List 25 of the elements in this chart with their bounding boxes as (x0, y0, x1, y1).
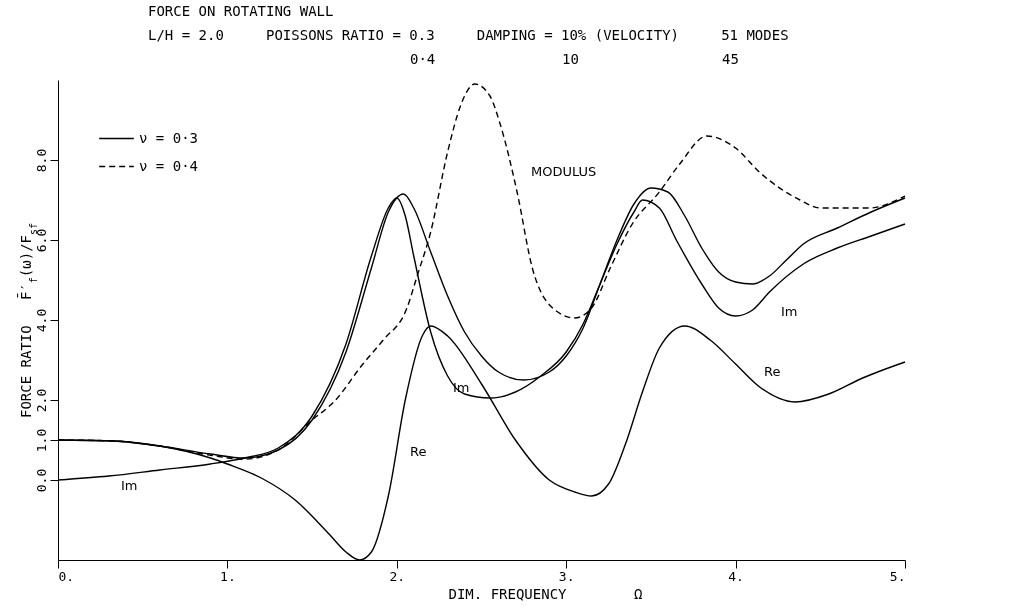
annotation: Im (121, 478, 138, 493)
annotation: Re (764, 364, 781, 379)
y-tick-label: 4.0 (33, 308, 49, 333)
y-tick-label: 8.0 (33, 148, 49, 173)
annotation: Im (453, 380, 470, 395)
y-tick-label: 2.0 (33, 388, 49, 413)
annotation: Re (410, 444, 427, 459)
y-tick-label: 1.0 (33, 428, 49, 453)
annotation: Im (781, 304, 798, 319)
chart-title: FORCE ON ROTATING WALL (148, 3, 334, 19)
x-tick-label: 4. (728, 568, 744, 584)
legend-label: ν = 0·3 (139, 129, 199, 146)
x-tick-label: 3. (558, 568, 575, 584)
chart-subtitle: L/H = 2.0 POISSONS RATIO = 0.3 DAMPING = 10% (VELOCITY) 51 MODES (148, 27, 789, 43)
text: 10 (562, 51, 579, 67)
legend-label: ν = 0·4 (139, 157, 199, 174)
annotation: MODULUS (531, 164, 597, 179)
x-tick-label: 5. (889, 568, 906, 584)
x-tick-label: 0. (58, 568, 75, 584)
x-axis-title: DIM. FREQUENCY Ω (448, 585, 643, 602)
text: 0·4 (410, 51, 436, 67)
x-tick-label: 1. (220, 568, 236, 584)
x-tick-label: 2. (389, 568, 406, 584)
text: 45 (722, 51, 739, 67)
y-tick-label: 0.0 (33, 468, 49, 493)
